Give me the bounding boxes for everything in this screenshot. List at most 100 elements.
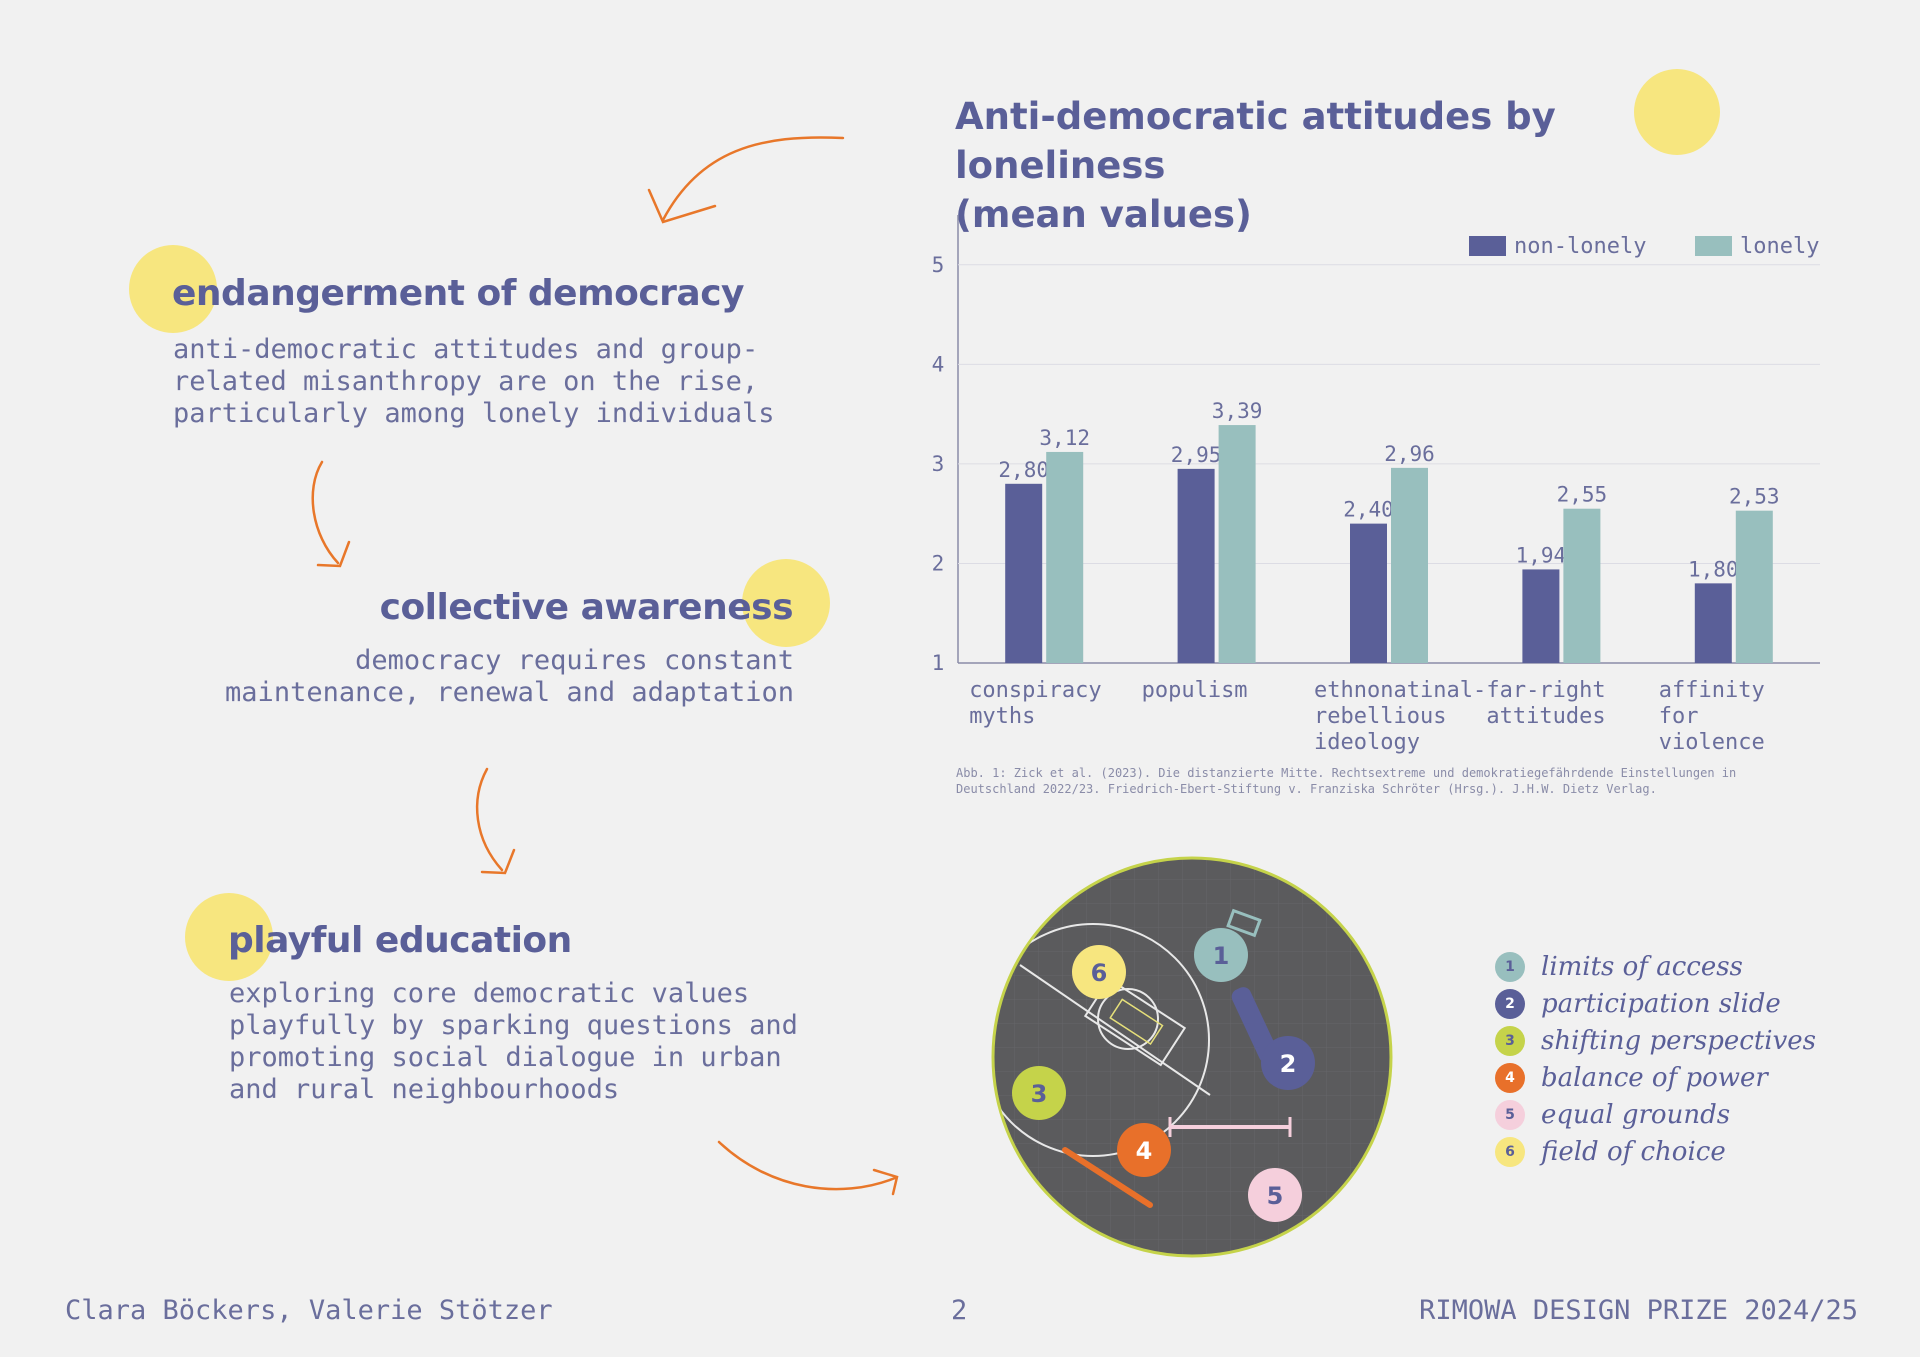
marker-4 [1117, 1123, 1171, 1177]
section-education-title: playful education [228, 920, 572, 961]
data-label: 3,12 [1039, 426, 1090, 450]
arrow-top-head [647, 188, 717, 224]
bar-lonely [1563, 508, 1601, 663]
arrow-2 [475, 767, 504, 872]
plan-legend-label: shifting perspectives [1541, 1025, 1817, 1056]
x-tick-label: attitudes [1486, 704, 1605, 729]
data-label: 1,94 [1516, 543, 1567, 567]
bar-non-lonely [1005, 483, 1043, 663]
marker-1-label: 1 [1213, 942, 1230, 970]
sandbox-inner [1109, 998, 1164, 1046]
arrow-1-head [316, 540, 351, 568]
balance-beam-5 [1170, 1125, 1290, 1129]
plan-legend-label: participation slide [1541, 988, 1781, 1019]
y-tick-label: 1 [932, 651, 945, 675]
x-tick-label: ethnonatinal- [1314, 678, 1486, 703]
section-awareness-title: collective awareness [379, 587, 794, 628]
marker-2-label: 2 [1280, 1050, 1297, 1078]
data-label: 3,39 [1212, 399, 1263, 423]
arrow-2-head [480, 848, 516, 875]
footer-page-number: 2 [951, 1295, 968, 1326]
gate-1 [1226, 908, 1262, 938]
x-tick-label: myths [969, 704, 1035, 729]
x-tick-label: ideology [1314, 730, 1420, 755]
bar-lonely [1735, 510, 1773, 663]
section-education-text: exploring core democratic values playful… [229, 978, 798, 1105]
legend-swatch-non-lonely [1469, 236, 1506, 256]
section-endangerment-text: anti-democratic attitudes and group- rel… [173, 334, 775, 429]
y-tick-label: 2 [932, 551, 945, 575]
bar-lonely [1046, 451, 1084, 663]
court-circle [994, 923, 1210, 1157]
accent-dot [1634, 69, 1720, 155]
plan-legend-label: limits of access [1541, 951, 1743, 982]
data-label: 2,96 [1384, 442, 1435, 466]
slide-2 [1231, 987, 1279, 1063]
chart-source: Abb. 1: Zick et al. (2023). Die distanzi… [956, 766, 1737, 796]
bar-non-lonely [1177, 468, 1215, 663]
marker-3 [1012, 1066, 1066, 1120]
plan-legend: 1 limits of access 2 participation slide 3 sh… [1495, 948, 1816, 1170]
legend-marker-5: 5 [1495, 1099, 1525, 1130]
marker-6-label: 6 [1091, 959, 1108, 987]
marker-3-label: 3 [1031, 1080, 1048, 1108]
x-tick-label: conspiracy [969, 678, 1101, 703]
footer-prize: RIMOWA DESIGN PRIZE 2024/25 [1419, 1295, 1858, 1326]
accent-dot [129, 245, 217, 333]
marker-4-label: 4 [1136, 1137, 1153, 1165]
x-tick-label: rebellious [1314, 704, 1446, 729]
plan-ground [991, 856, 1393, 1258]
bar-lonely [1391, 467, 1428, 663]
marker-5-label: 5 [1267, 1182, 1284, 1210]
court-line [1019, 964, 1211, 1096]
y-tick-label: 5 [932, 253, 945, 277]
arrow-bottom [717, 1140, 897, 1191]
x-tick-label: for [1659, 704, 1699, 729]
plan-legend-item: 1 limits of access [1495, 948, 1816, 985]
accent-dot [185, 893, 273, 981]
data-label: 2,95 [1171, 443, 1222, 467]
bar-non-lonely [1522, 569, 1560, 663]
plan-legend-item: 2 participation slide [1495, 985, 1816, 1022]
x-tick-label: far-right [1486, 678, 1605, 703]
legend-label: lonely [1740, 234, 1819, 259]
legend-marker-1: 1 [1495, 951, 1525, 982]
legend-swatch-lonely [1695, 236, 1732, 256]
x-tick-label: affinity [1659, 678, 1765, 703]
section-awareness-text: democracy requires constant maintenance,… [225, 645, 794, 708]
plan-legend-item: 6 field of choice [1495, 1133, 1816, 1170]
marker-5 [1248, 1168, 1302, 1222]
chart-title: Anti-democratic attitudes by loneliness … [955, 95, 1556, 236]
arrow-1 [311, 460, 340, 565]
arrow-bottom-head [872, 1168, 899, 1196]
bar-lonely [1218, 425, 1256, 663]
x-tick-label: violence [1659, 730, 1765, 755]
plan-legend-item: 5 equal grounds [1495, 1096, 1816, 1133]
footer-authors: Clara Böckers, Valerie Stötzer [65, 1295, 553, 1326]
plan-legend-label: equal grounds [1541, 1099, 1731, 1130]
section-endangerment-title: endangerment of democracy [172, 273, 745, 314]
y-tick-label: 3 [932, 452, 945, 476]
data-label: 2,55 [1557, 483, 1608, 507]
data-label: 2,40 [1343, 498, 1394, 522]
center-circle [1097, 988, 1159, 1050]
marker-2 [1261, 1036, 1315, 1090]
bar-non-lonely [1694, 583, 1732, 663]
legend-label: non-lonely [1514, 234, 1646, 259]
data-label: 2,80 [998, 458, 1049, 482]
plan-legend-item: 3 shifting perspectives [1495, 1022, 1816, 1059]
legend-marker-6: 6 [1495, 1136, 1525, 1167]
arrow-top [661, 136, 845, 222]
marker-1 [1194, 928, 1248, 982]
data-label: 1,80 [1688, 557, 1739, 581]
plan-legend-label: balance of power [1541, 1062, 1768, 1093]
x-tick-label: populism [1142, 678, 1248, 703]
legend-marker-3: 3 [1495, 1025, 1525, 1056]
marker-6 [1072, 945, 1126, 999]
playground-plan: 1 2 3 4 5 6 [991, 856, 1393, 1258]
legend-marker-2: 2 [1495, 988, 1525, 1019]
plan-legend-label: field of choice [1541, 1136, 1726, 1167]
legend-marker-4: 4 [1495, 1062, 1525, 1093]
